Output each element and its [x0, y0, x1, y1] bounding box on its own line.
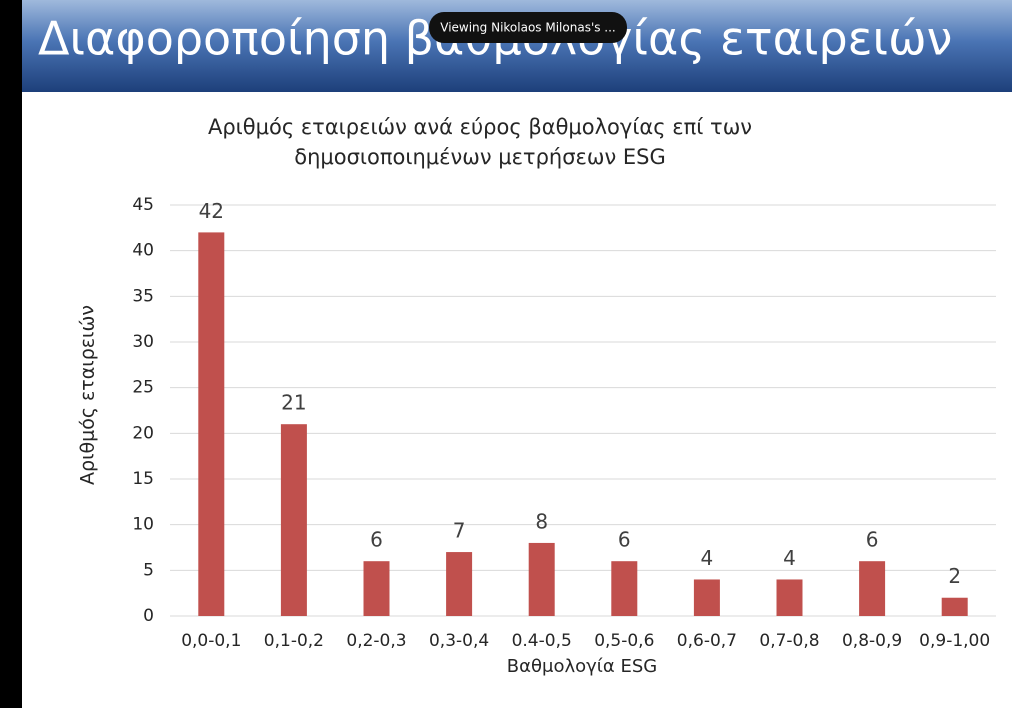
- y-tick-label: 10: [132, 515, 154, 535]
- data-label: 6: [618, 528, 631, 552]
- y-tick-label: 25: [132, 378, 154, 398]
- x-tick-label: 0,5-0,6: [594, 631, 654, 651]
- x-tick-label: 0,2-0,3: [346, 631, 406, 651]
- x-tick-label: 0,9-1,00: [919, 631, 990, 651]
- data-label: 4: [783, 546, 796, 570]
- y-tick-label: 45: [132, 195, 154, 215]
- overlay-pill: [429, 12, 627, 43]
- y-tick-label: 35: [132, 286, 154, 306]
- bar: [611, 561, 638, 616]
- chart-title: Αριθμός εταιρειών ανά εύρος βαθμολογίας …: [208, 115, 752, 139]
- bar: [941, 597, 968, 616]
- data-label: 7: [453, 519, 466, 543]
- data-label: 21: [281, 391, 306, 415]
- bar: [859, 561, 886, 616]
- x-tick-label: 0,1-0,2: [264, 631, 324, 651]
- x-tick-label: 0,6-0,7: [677, 631, 737, 651]
- y-tick-label: 40: [132, 241, 154, 261]
- x-tick-label: 0.4-0,5: [512, 631, 572, 651]
- data-label: 2: [948, 564, 961, 588]
- x-tick-label: 0,7-0,8: [759, 631, 819, 651]
- left-edge: [0, 0, 22, 708]
- data-label: 4: [701, 546, 714, 570]
- y-axis-label: Αριθμός εταιρειών: [77, 305, 99, 485]
- bar: [446, 552, 473, 616]
- data-label: 8: [535, 509, 548, 533]
- bar: [280, 424, 307, 616]
- x-tick-label: 0,0-0,1: [181, 631, 241, 651]
- y-tick-label: 20: [132, 423, 154, 443]
- bar: [198, 232, 225, 616]
- y-tick-label: 0: [143, 606, 154, 626]
- bar: [776, 579, 803, 616]
- y-tick-label: 15: [132, 469, 154, 489]
- bar: [693, 579, 720, 616]
- x-tick-label: 0,8-0,9: [842, 631, 902, 651]
- x-axis-label: Βαθμολογία ESG: [507, 656, 657, 677]
- bar: [528, 542, 555, 616]
- y-tick-label: 5: [143, 560, 154, 580]
- data-label: 6: [866, 528, 879, 552]
- data-label: 6: [370, 528, 383, 552]
- bar: [363, 561, 390, 616]
- overlay-text: Viewing Nikolaos Milonas's ...: [440, 21, 616, 35]
- chart-title: δημοσιοποιημένων μετρήσεων ESG: [294, 145, 666, 169]
- y-tick-label: 30: [132, 332, 154, 352]
- data-label: 42: [199, 199, 224, 223]
- x-tick-label: 0,3-0,4: [429, 631, 489, 651]
